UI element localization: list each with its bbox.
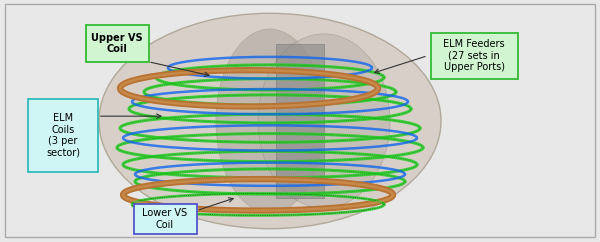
FancyBboxPatch shape (431, 33, 517, 79)
Ellipse shape (258, 34, 390, 208)
Ellipse shape (99, 13, 441, 229)
Text: Upper VS
Coil: Upper VS Coil (91, 33, 143, 54)
Text: ELM Feeders
(27 sets in
Upper Ports): ELM Feeders (27 sets in Upper Ports) (443, 39, 505, 72)
Text: Lower VS
Coil: Lower VS Coil (142, 208, 188, 230)
Ellipse shape (216, 29, 324, 213)
Bar (276, 44, 324, 198)
Text: ELM
Coils
(3 per
sector): ELM Coils (3 per sector) (46, 113, 80, 158)
FancyBboxPatch shape (134, 204, 197, 234)
FancyBboxPatch shape (86, 25, 149, 62)
FancyBboxPatch shape (29, 99, 97, 172)
